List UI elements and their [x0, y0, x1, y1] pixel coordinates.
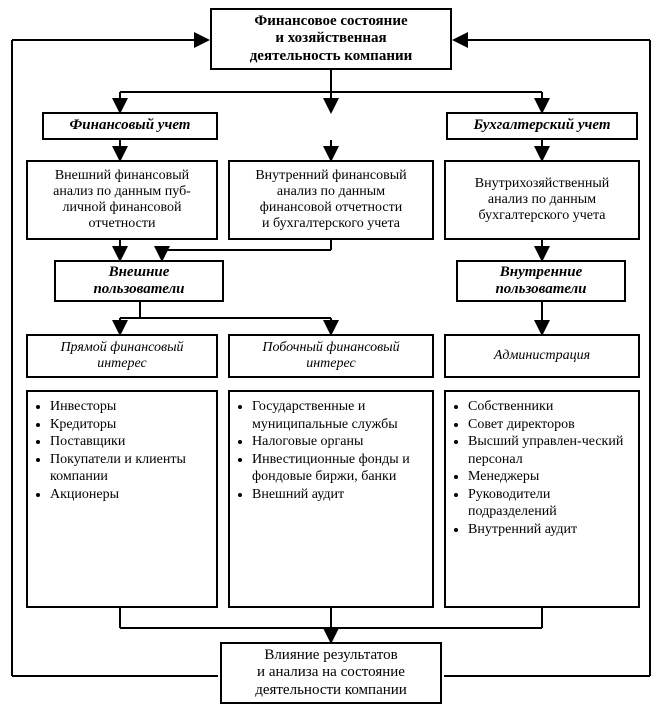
list-item: Собственники [468, 398, 630, 416]
list-item: Инвесторы [50, 398, 208, 416]
text: пользователи [495, 281, 586, 298]
node-int-users: Внутренние пользователи [456, 260, 626, 302]
list-item: Внутренний аудит [468, 521, 630, 539]
node-ext-users: Внешние пользователи [54, 260, 224, 302]
list-item: Руководители подразделений [468, 486, 630, 521]
text: анализ по данным пуб- [53, 184, 191, 200]
list-item: Инвестиционные фонды и фондовые биржи, б… [252, 451, 424, 486]
text: Прямой финансовый [60, 340, 183, 356]
text: Внешние [109, 264, 170, 281]
list-item: Кредиторы [50, 416, 208, 434]
text: деятельность компании [250, 48, 413, 65]
list-item: Высший управлен-ческий персонал [468, 433, 630, 468]
node-col3-title: Администрация [444, 334, 640, 378]
text: Администрация [494, 348, 590, 364]
text: Побочный финансовый [262, 340, 399, 356]
text: бухгалтерского учета [479, 208, 606, 224]
text: Бухгалтерский учет [473, 117, 610, 134]
text: и бухгалтерского учета [262, 216, 400, 232]
text: Внутренний финансовый [255, 168, 406, 184]
list-item: Внешний аудит [252, 486, 424, 504]
list: СобственникиСовет директоровВысший управ… [454, 398, 630, 538]
text: Внутренние [500, 264, 582, 281]
node-top: Финансовое состояние и хозяйственная дея… [210, 8, 452, 70]
text: Финансовый учет [70, 117, 191, 134]
list-item: Покупатели и клиенты компании [50, 451, 208, 486]
text: и анализа на состояние [257, 664, 405, 681]
list: Государственные и муниципальные службыНа… [238, 398, 424, 503]
text: анализ по данным [488, 192, 596, 208]
text: Внешний финансовый [55, 168, 189, 184]
list-item: Акционеры [50, 486, 208, 504]
node-bottom: Влияние результатов и анализа на состоян… [220, 642, 442, 704]
node-col1-list: ИнвесторыКредиторыПоставщикиПокупатели и… [26, 390, 218, 608]
list-item: Менеджеры [468, 468, 630, 486]
list: ИнвесторыКредиторыПоставщикиПокупатели и… [36, 398, 208, 503]
text: личной финансовой [63, 200, 182, 216]
text: анализ по данным [277, 184, 385, 200]
node-col2-title: Побочный финансовый интерес [228, 334, 434, 378]
node-analiz-right: Внутрихозяйственный анализ по данным бух… [444, 160, 640, 240]
text: Финансовое состояние [254, 13, 407, 30]
text: и хозяйственная [275, 30, 386, 47]
text: отчетности [89, 216, 156, 232]
text: Внутрихозяйственный [475, 176, 610, 192]
node-col1-title: Прямой финансовый интерес [26, 334, 218, 378]
text: интерес [306, 356, 356, 372]
text: интерес [97, 356, 147, 372]
list-item: Налоговые органы [252, 433, 424, 451]
text: Влияние результатов [264, 647, 397, 664]
node-col3-list: СобственникиСовет директоровВысший управ… [444, 390, 640, 608]
node-buh-uchet: Бухгалтерский учет [446, 112, 638, 140]
list-item: Совет директоров [468, 416, 630, 434]
node-analiz-left: Внешний финансовый анализ по данным пуб-… [26, 160, 218, 240]
text: финансовой отчетности [260, 200, 402, 216]
text: деятельности компании [255, 682, 407, 699]
text: пользователи [93, 281, 184, 298]
list-item: Поставщики [50, 433, 208, 451]
node-col2-list: Государственные и муниципальные службыНа… [228, 390, 434, 608]
node-fin-uchet: Финансовый учет [42, 112, 218, 140]
node-analiz-mid: Внутренний финансовый анализ по данным ф… [228, 160, 434, 240]
list-item: Государственные и муниципальные службы [252, 398, 424, 433]
